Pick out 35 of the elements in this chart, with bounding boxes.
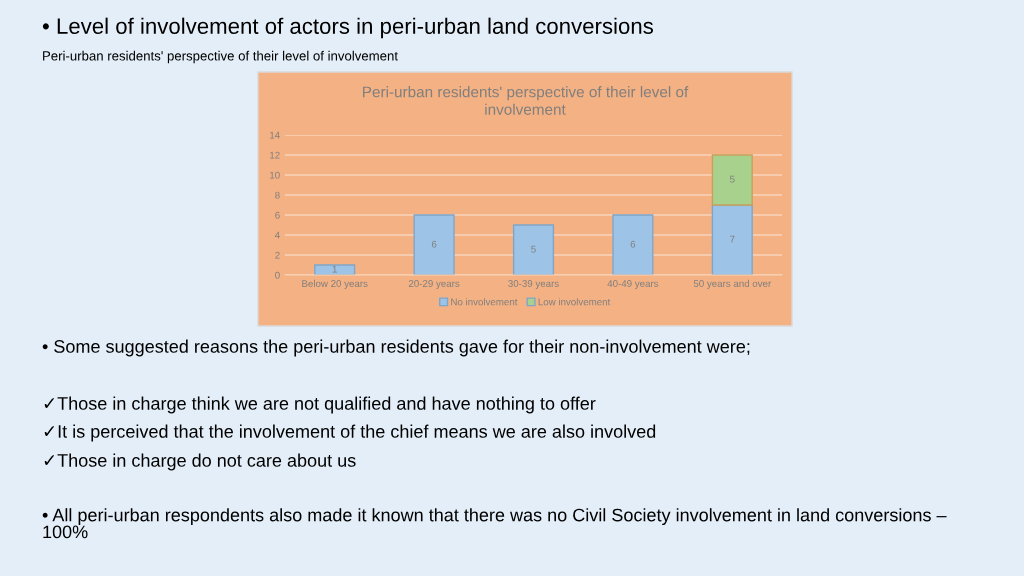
x-tick-label: 50 years and over (693, 279, 772, 289)
y-tick-label: 4 (274, 231, 280, 239)
bar (512, 224, 555, 275)
text: ✓Those in charge do not care about us (44, 453, 356, 471)
data-label: 7 (730, 235, 735, 243)
x-tick-label: 40-49 years (607, 280, 659, 289)
y-tick-label: 2 (275, 251, 280, 259)
bar (314, 264, 356, 275)
bar (711, 204, 753, 275)
legend-label: No involvement (451, 298, 518, 306)
data-label: 6 (431, 240, 437, 248)
chart-subtitle: Peri-urban residents' perspective of their level of involvement (43, 50, 398, 64)
x-tick-label: 20-29 years (408, 280, 460, 289)
text: ✓It is perceived that the involvement of the chief means we are also involved (44, 424, 656, 442)
bar (612, 214, 654, 275)
x-tick-label: 30-39 years (508, 280, 559, 289)
data-label: 1 (332, 265, 337, 273)
text: ✓Those in charge think we are not qualified and have nothing to offer (44, 396, 596, 414)
text: • All peri-urban respondents also made it known that there was no Civil Society involvement in land conversions – 100% (42, 508, 947, 539)
y-tick-label: 8 (275, 191, 280, 199)
text: Peri-urban residents' perspective of their level of involvement (363, 86, 689, 115)
data-label: 5 (729, 175, 735, 183)
y-tick-label: 12 (270, 151, 280, 159)
y-tick-label: 14 (270, 131, 280, 139)
data-label: 6 (630, 240, 636, 248)
legend-label: Low involvement (538, 298, 611, 306)
bar (711, 154, 753, 206)
y-tick-label: 10 (270, 171, 280, 179)
y-tick-label: 0 (275, 271, 280, 279)
text: • Some suggested reasons the peri-urban residents gave for their non-involvement were; (42, 339, 750, 357)
data-label: 5 (531, 245, 536, 253)
x-tick-label: Below 20 years (302, 279, 368, 289)
bar (413, 214, 455, 275)
chart-title: • Level of involvement of actors in peri-urban land conversions (42, 17, 653, 39)
y-tick-label: 6 (275, 211, 280, 219)
